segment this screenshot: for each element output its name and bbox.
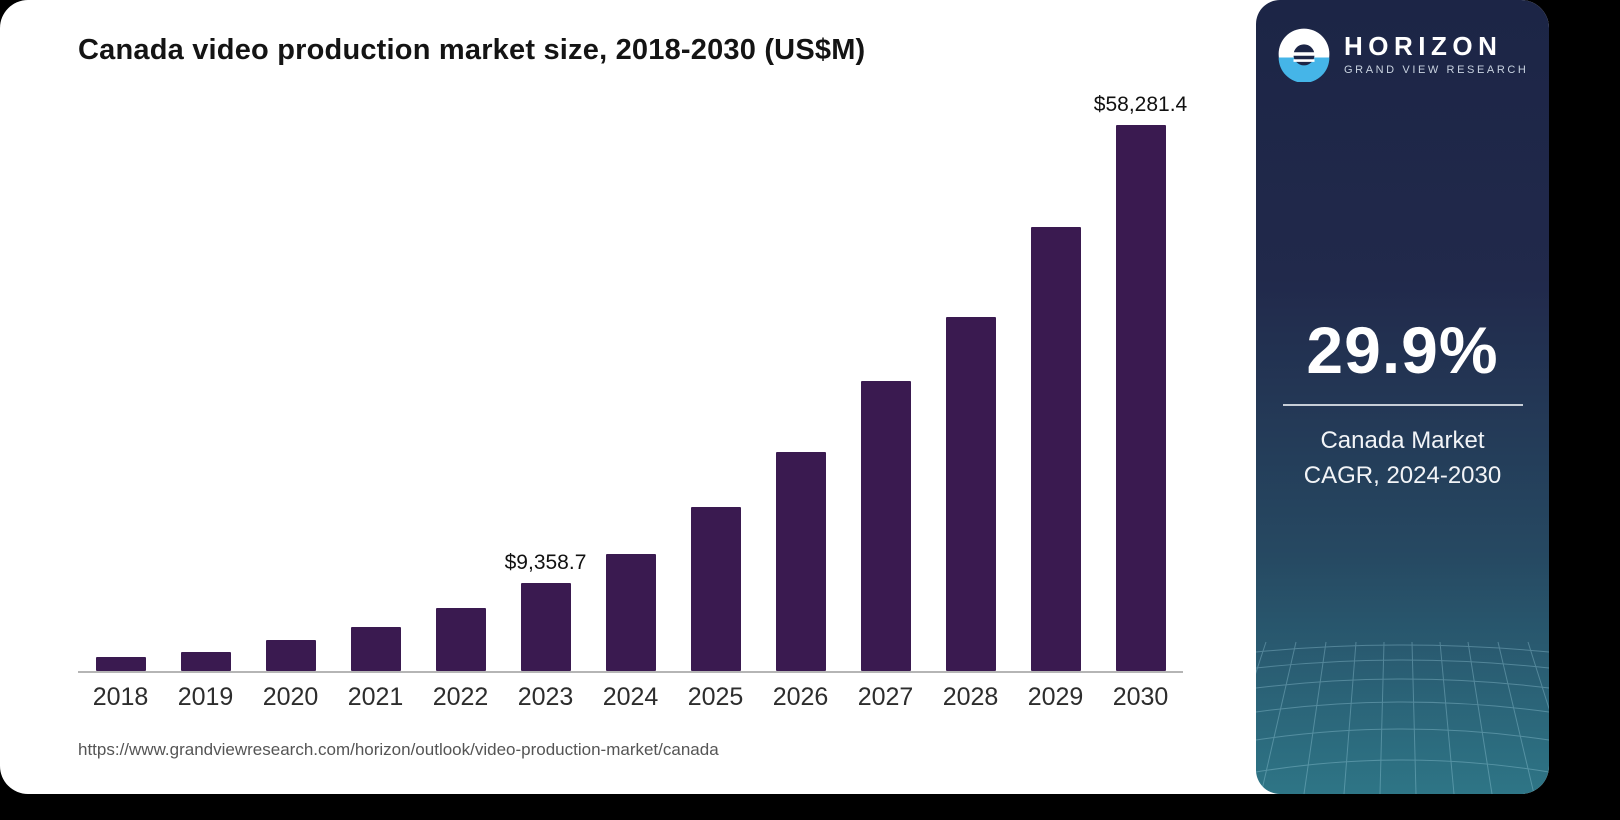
x-tick-2028: 2028 [942, 683, 999, 711]
x-tick-2021: 2021 [347, 683, 404, 711]
brand-logo: HORIZON GRAND VIEW RESEARCH [1256, 0, 1549, 82]
bar-column-2030: $58,281.4 [1094, 79, 1187, 671]
bar-column-2026 [758, 79, 843, 671]
brand-text: HORIZON GRAND VIEW RESEARCH [1344, 32, 1528, 76]
bar-column-2022 [418, 79, 503, 671]
bar-2019 [180, 652, 231, 671]
bar-value-label-2030: $58,281.4 [1093, 93, 1188, 116]
cagr-caption-line1: Canada Market [1320, 427, 1485, 454]
bar-column-2021 [333, 79, 418, 671]
brand-subtitle: GRAND VIEW RESEARCH [1344, 63, 1529, 76]
bar-2027 [860, 381, 911, 671]
bar-chart: $9,358.7 $58,281.4 [78, 79, 1187, 673]
bar-value-label-2023: $9,358.7 [504, 551, 587, 574]
sidebar: HORIZON GRAND VIEW RESEARCH 29.9% Canada… [1256, 0, 1549, 794]
horizon-logo-icon [1278, 28, 1330, 82]
bar-column-2029 [1013, 79, 1098, 671]
x-tick-2029: 2029 [1027, 683, 1084, 711]
bar-2021 [350, 627, 401, 671]
bar-column-2019 [163, 79, 248, 671]
bar-2018 [95, 657, 146, 671]
brand-name: HORIZON [1344, 31, 1503, 62]
x-tick-2024: 2024 [602, 683, 659, 711]
bar-2023 [520, 583, 571, 671]
bar-2029 [1030, 227, 1081, 671]
bar-column-2028 [928, 79, 1013, 671]
x-tick-2030: 2030 [1112, 683, 1169, 711]
bar-2030 [1115, 125, 1166, 671]
stat-divider [1282, 404, 1523, 406]
bar-2026 [775, 452, 826, 671]
chart-title: Canada video production market size, 201… [78, 34, 866, 66]
x-axis: 2018 2019 2020 2021 2022 2023 2024 2025 2026 2027… [78, 683, 1183, 712]
bar-column-2027 [843, 79, 928, 671]
infographic-card: Canada video production market size, 201… [0, 0, 1549, 794]
bar-2024 [605, 554, 656, 671]
bar-column-2018 [78, 79, 163, 671]
bar-2025 [690, 507, 741, 671]
bar-2028 [945, 317, 996, 671]
x-tick-2022: 2022 [432, 683, 489, 711]
x-tick-2026: 2026 [772, 683, 829, 711]
x-tick-2027: 2027 [857, 683, 914, 711]
cagr-stat: 29.9% Canada Market CAGR, 2024-2030 [1256, 312, 1549, 494]
bar-column-2020 [248, 79, 333, 671]
cagr-value: 29.9% [1306, 313, 1499, 387]
x-tick-2025: 2025 [687, 683, 744, 711]
wireframe-mesh-decoration [1256, 641, 1549, 794]
cagr-caption-line2: CAGR, 2024-2030 [1303, 461, 1502, 489]
x-tick-2018: 2018 [92, 683, 149, 711]
chart-area: Canada video production market size, 201… [78, 34, 1187, 759]
bar-column-2023: $9,358.7 [503, 79, 588, 671]
x-tick-2019: 2019 [177, 683, 234, 711]
bar-column-2024 [588, 79, 673, 671]
x-tick-2020: 2020 [262, 683, 319, 711]
bar-2022 [435, 608, 486, 671]
x-tick-2023: 2023 [517, 683, 574, 711]
bar-2020 [265, 640, 316, 671]
bar-column-2025 [673, 79, 758, 671]
source-url: https://www.grandviewresearch.com/horizo… [78, 740, 719, 759]
